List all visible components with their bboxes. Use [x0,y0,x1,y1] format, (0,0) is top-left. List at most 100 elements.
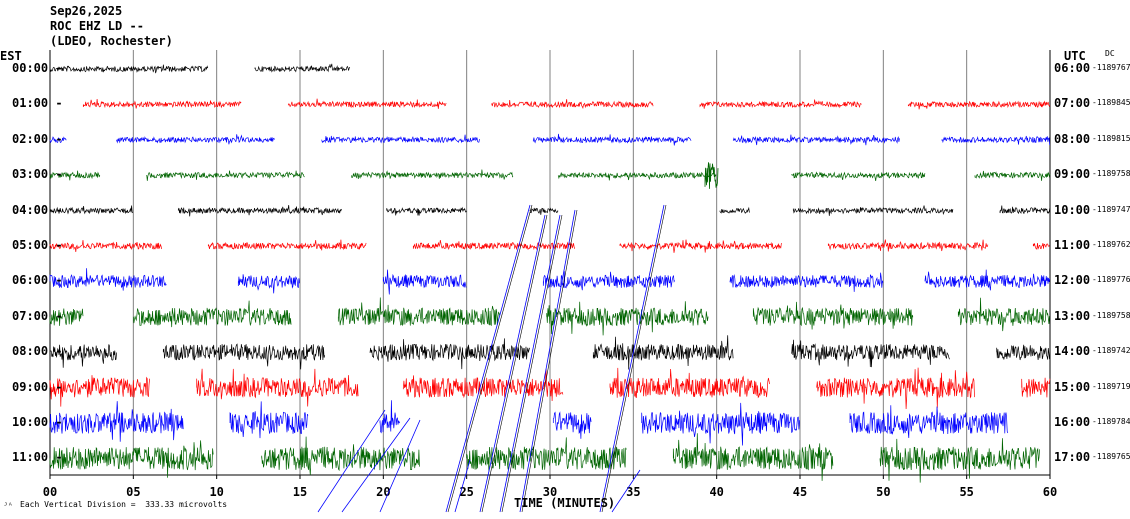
footer-marker-icon: ᴶᴬ [3,501,13,510]
x-tick-label: 30 [543,485,557,499]
trace-segment [402,368,564,402]
trace-segment [552,411,592,439]
est-hour-label: 08:00 - [12,344,63,359]
trace-segment [791,339,950,368]
trace-segment [699,99,862,109]
x-tick-label: 55 [959,485,973,499]
streak-artifact [481,214,548,513]
footer-scale: Each Vertical Division = 333.33 microvol… [20,500,228,509]
est-hour-label: 03:00 - [12,167,63,182]
trace-segment [609,367,770,399]
header-date: Sep26,2025 [50,4,123,18]
utc-hour-label: 06:00 [1054,61,1091,75]
streak-artifact [601,204,667,513]
trace-segment [49,205,134,215]
streak-artifact [445,204,531,513]
trace-segment [321,134,480,144]
header-station: ROC EHZ LD -- [50,19,144,33]
x-tick-label: 15 [293,485,307,499]
streak-artifact [501,214,563,513]
trace-segment [974,170,1051,181]
streak-artifact [519,209,576,513]
x-tick-label: 40 [709,485,723,499]
trace-segment [49,170,101,181]
dc-offset-label: -1189765 [1092,452,1130,462]
trace-segment [116,134,275,145]
dc-offset-label: -1189719 [1092,381,1130,391]
x-tick-label: 50 [876,485,890,499]
dc-offset-label: -1189776 [1092,275,1130,285]
streak-artifact [317,409,386,513]
trace-segment [849,405,1009,439]
trace-segment [382,269,467,295]
dc-offset-label: -1189762 [1092,240,1130,249]
streak-artifact [447,204,533,513]
trace-segment [557,171,717,181]
dc-offset-label: -1189845 [1092,98,1130,108]
utc-hour-label: 11:00 [1054,238,1091,252]
x-tick-label: 05 [126,485,140,499]
est-hour-label: 05:00 - [12,238,63,252]
trace-segment [792,205,954,216]
trace-segment [827,239,989,252]
utc-hour-label: 14:00 [1054,344,1091,359]
trace-segment [49,268,167,291]
dc-title: DC [1105,49,1115,58]
trace-segment [49,344,117,368]
trace-segment [542,271,676,291]
trace-segment [879,438,1040,483]
event-spike [704,162,719,189]
trace-segment [379,400,401,434]
trace-segment [907,100,1051,110]
trace-segment [672,433,834,481]
trace-segment [732,134,900,146]
trace-segment [412,240,576,251]
trace-segment [337,297,501,327]
x-axis-label: TIME (MINUTES) [514,496,616,510]
trace-segment [254,63,351,73]
est-hour-label: 02:00 - [12,131,63,146]
x-tick-label: 25 [459,485,473,499]
x-tick-label: 00 [43,485,57,499]
trace-segment [369,338,530,370]
utc-hour-label: 13:00 [1054,308,1091,323]
streak-artifact [599,204,665,513]
trace-segment [1021,377,1051,398]
trace-segment [146,170,305,181]
trace-segment [529,207,559,215]
header-network: (LDEO, Rochester) [50,34,173,48]
trace-segment [229,401,309,439]
x-tick-label: 10 [209,485,223,499]
est-hour-label: 07:00 - [12,308,63,323]
streak-artifact [521,209,578,513]
trace-segment [237,274,300,294]
est-hour-label: 11:00 - [12,450,63,465]
trace-segment [351,169,514,180]
trace-segment [82,98,242,109]
streak-artifact [479,214,546,513]
utc-hour-label: 07:00 [1054,96,1091,111]
utc-hour-label: 17:00 [1054,450,1091,465]
trace-segment [49,440,214,478]
est-hour-label: 06:00 - [12,273,63,288]
est-hour-label: 09:00 - [12,379,63,394]
utc-hour-label: 12:00 [1054,273,1091,288]
trace-segment [177,204,342,217]
trace-segment [196,368,359,407]
trace-segment [999,205,1051,214]
est-hour-label: 10:00 - [12,415,63,429]
right-axis-title: UTC [1064,49,1086,63]
utc-hour-label: 09:00 [1054,167,1091,182]
dc-offset-label: -1189784 [1092,417,1130,426]
trace-segment [532,133,692,146]
trace-segment [996,344,1050,361]
trace-segment [49,375,150,407]
streak-artifact [611,469,641,513]
trace-segment [816,367,975,410]
trace-segment [386,206,467,216]
left-axis-title: EST [0,49,22,63]
trace-segment [641,402,800,446]
trace-segment [49,401,184,442]
streak-artifact [379,419,421,513]
trace-segment [729,272,884,292]
